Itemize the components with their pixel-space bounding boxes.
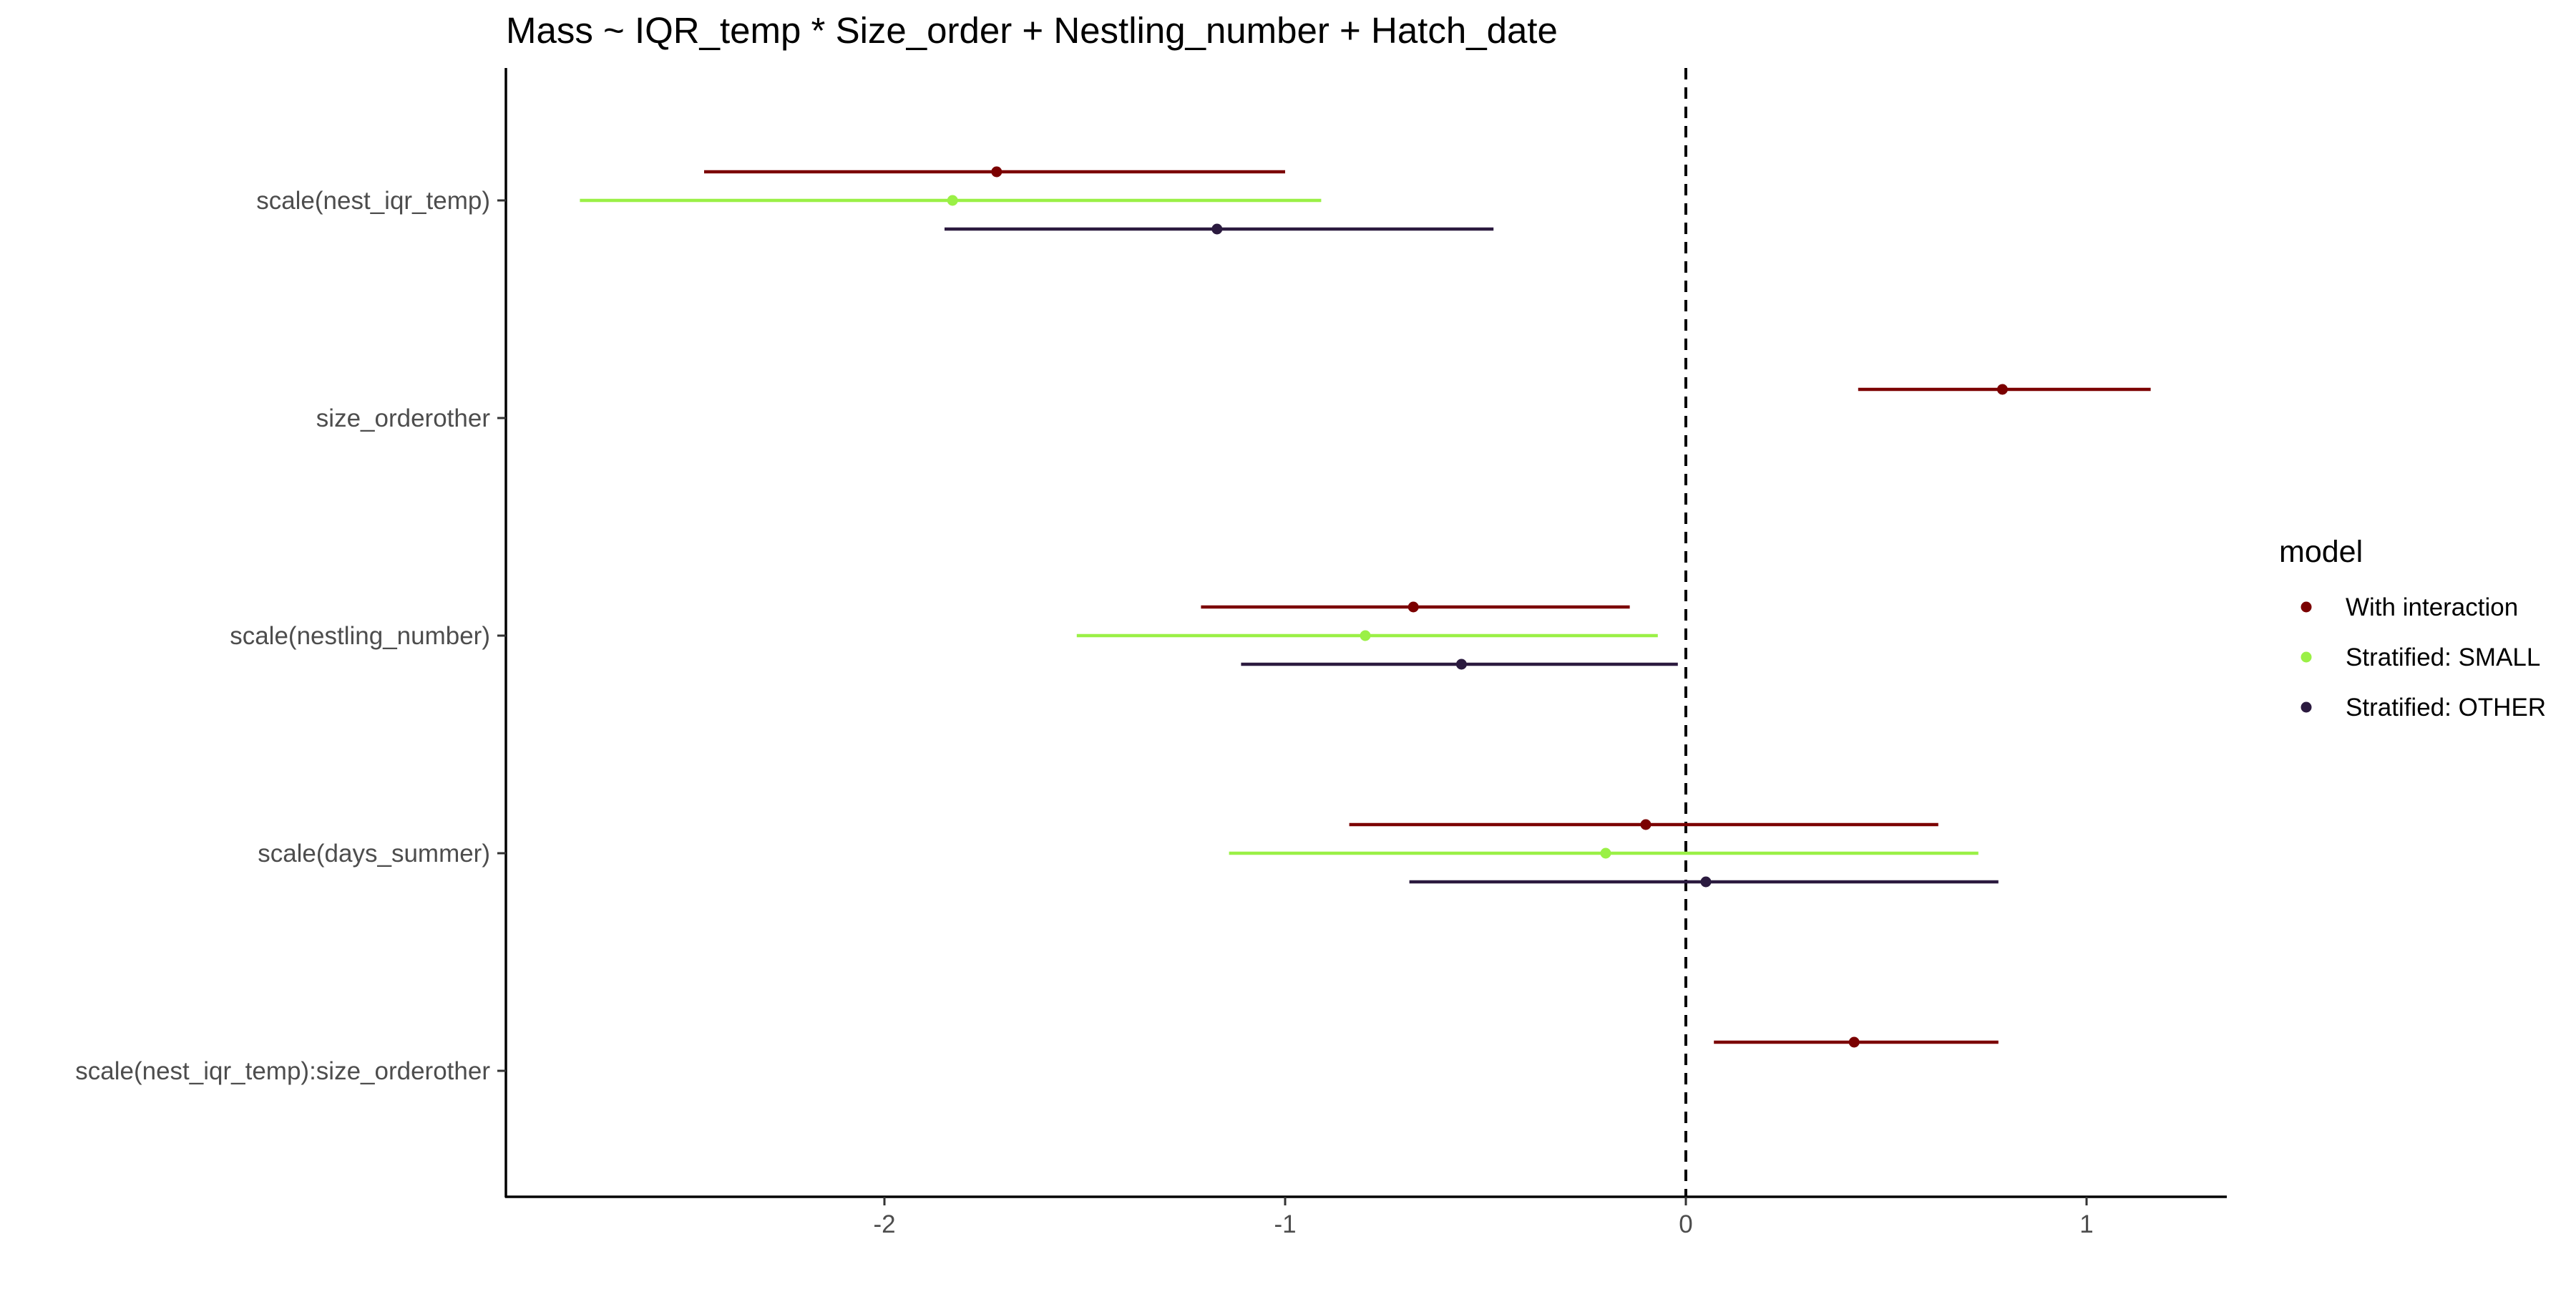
x-tick-label: -2 xyxy=(873,1210,895,1238)
point-estimate xyxy=(1211,223,1223,235)
legend-key xyxy=(2301,651,2312,663)
y-tick-label: scale(nest_iqr_temp) xyxy=(256,187,490,215)
point-estimate xyxy=(1640,819,1652,830)
legend-label: With interaction xyxy=(2346,593,2518,621)
point-estimate xyxy=(1360,630,1371,641)
legend: model With interaction Stratified: SMALL S… xyxy=(2279,535,2546,722)
point-estimate xyxy=(1407,601,1419,613)
x-axis-ticks: -2 -1 0 1 xyxy=(873,1197,2094,1238)
y-tick-label: scale(days_summer) xyxy=(258,840,490,868)
point-estimate xyxy=(947,195,958,206)
point-estimate xyxy=(1848,1036,1860,1048)
chart-title: Mass ~ IQR_temp * Size_order + Nestling_… xyxy=(506,10,1558,51)
legend-key xyxy=(2301,601,2312,613)
y-tick-label: scale(nest_iqr_temp):size_orderother xyxy=(75,1057,490,1085)
x-tick-label: 1 xyxy=(2079,1210,2093,1238)
plot-marks xyxy=(580,166,2151,1048)
y-tick-label: scale(nestling_number) xyxy=(230,622,490,650)
x-tick-label: -1 xyxy=(1274,1210,1296,1238)
axes xyxy=(504,68,2227,1198)
y-tick-label: size_orderother xyxy=(316,404,491,432)
legend-label: Stratified: OTHER xyxy=(2346,694,2546,722)
x-tick-label: 0 xyxy=(1679,1210,1692,1238)
point-estimate xyxy=(1600,847,1611,859)
y-axis-ticks: scale(nest_iqr_temp) size_orderotherscale… xyxy=(75,187,506,1085)
point-estimate xyxy=(1455,659,1467,670)
point-estimate xyxy=(1700,876,1712,888)
legend-title: model xyxy=(2279,535,2363,569)
point-estimate xyxy=(1996,384,2008,395)
legend-label: Stratified: SMALL xyxy=(2346,643,2540,671)
legend-key xyxy=(2301,701,2312,713)
point-estimate xyxy=(991,166,1002,178)
